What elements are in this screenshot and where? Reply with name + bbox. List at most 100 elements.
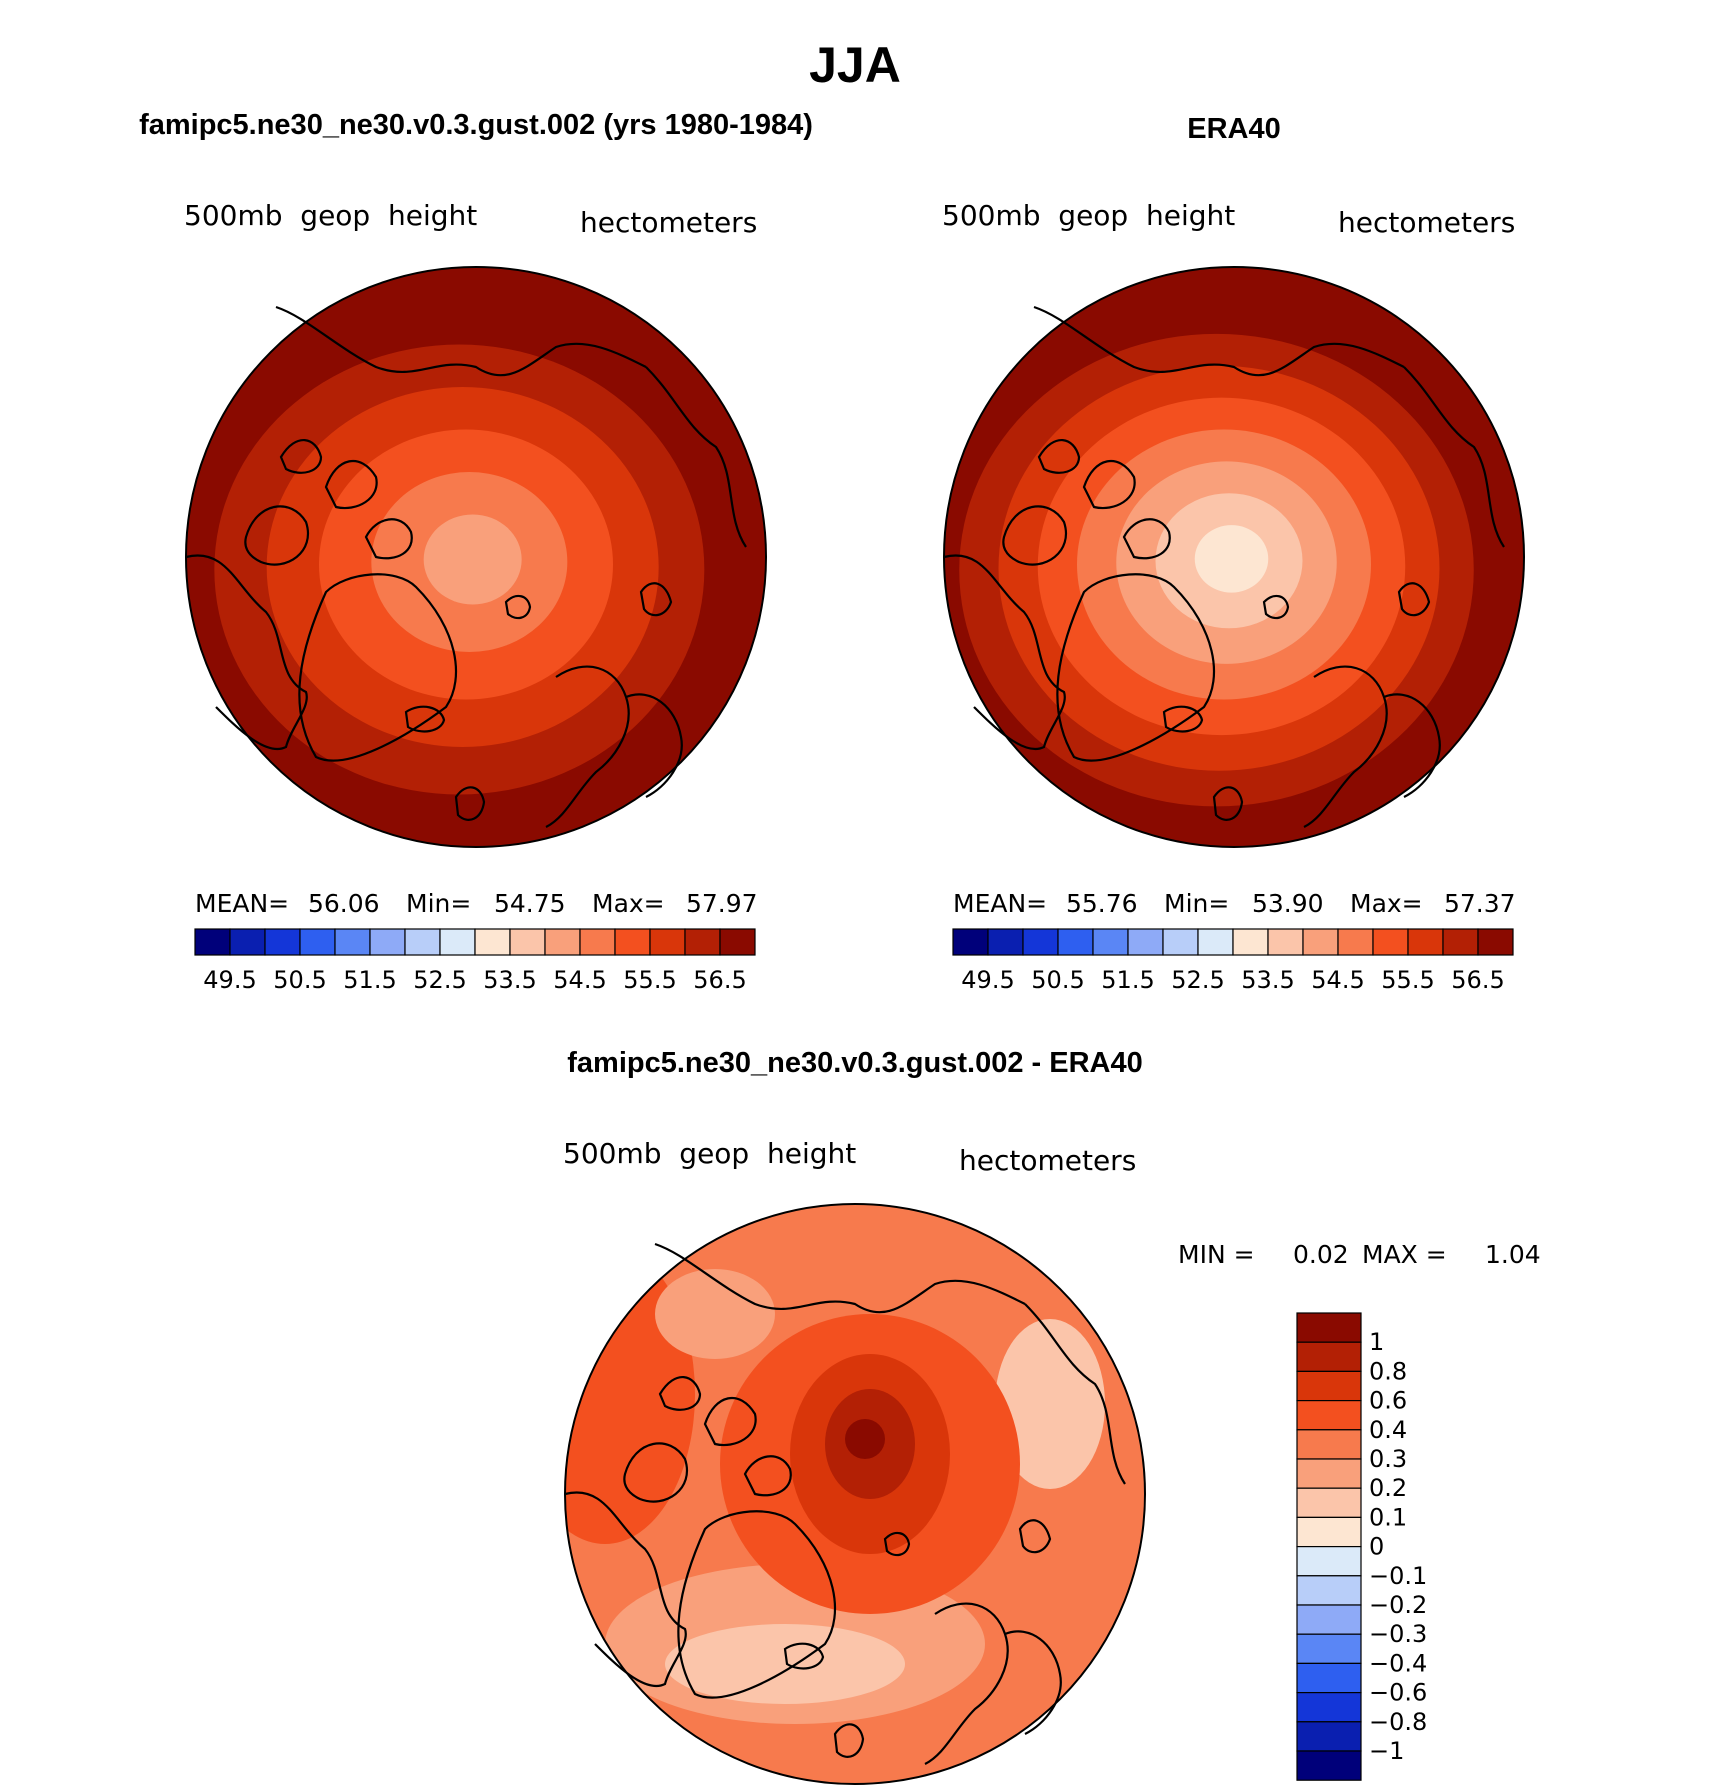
diff-colorbar-box [1296,1691,1362,1723]
diff-colorbar-label: −1 [1369,1737,1404,1765]
model-colorbar-label: 55.5 [623,966,676,994]
model-stats: MEAN= 56.06 Min= 54.75 Max= 57.97 [195,889,758,918]
obs-colorbar-label: 52.5 [1171,966,1224,994]
obs-max-label: Max= [1350,889,1423,918]
diff-colorbar-label: −0.3 [1369,1620,1427,1648]
diff-colorbar-box [1296,1662,1362,1694]
obs-colorbar-box [1057,928,1094,956]
model-colorbar-box [439,928,476,956]
model-colorbar-box [404,928,441,956]
diff-colorbar-box [1296,1458,1362,1489]
diff-max-label: MAX = [1362,1240,1447,1269]
diff-colorbar-box [1296,1545,1362,1577]
model-colorbar-box [264,928,301,956]
model-colorbar-label: 54.5 [553,966,606,994]
diff-max-value: 1.04 [1485,1240,1541,1269]
diff-variable-label: 500mb geop height [563,1137,856,1170]
diff-colorbar-box [1296,1399,1362,1431]
diff-colorbar-label: 0.1 [1369,1503,1407,1531]
diff-colorbar-label: −0.8 [1369,1708,1427,1736]
obs-colorbar-box [1162,928,1199,956]
diff-colorbar-label: 0.4 [1369,1416,1407,1444]
obs-colorbar-label: 51.5 [1101,966,1154,994]
diff-colorbar-box [1296,1750,1362,1781]
model-min-label: Min= [406,889,471,918]
model-colorbar-label: 50.5 [273,966,326,994]
model-colorbar-label: 49.5 [203,966,256,994]
diff-field-band [995,1319,1105,1489]
obs-colorbar-label: 55.5 [1381,966,1434,994]
diff-colorbar-label: 0.2 [1369,1474,1407,1502]
diff-colorbar-box [1296,1370,1362,1402]
obs-min-value: 53.90 [1252,889,1324,918]
obs-colorbar-box [1337,928,1374,956]
obs-variable-label: 500mb geop height [942,199,1235,232]
obs-colorbar-box [1477,928,1514,956]
diff-colorbar-label: 0.8 [1369,1357,1407,1385]
obs-colorbar-box [1127,928,1164,956]
diff-colorbar-box [1296,1312,1362,1343]
diff-colorbar-box [1296,1721,1362,1752]
diff-colorbar-box [1296,1575,1362,1606]
model-colorbar-box [649,928,686,956]
model-variable-label: 500mb geop height [184,199,477,232]
obs-min-label: Min= [1164,889,1229,918]
model-colorbar-box [719,928,756,956]
diff-colorbar-box [1296,1604,1362,1635]
diff-colorbar-label: 0 [1369,1533,1384,1561]
model-colorbar-label: 52.5 [413,966,466,994]
obs-colorbar-label: 49.5 [961,966,1014,994]
model-max-value: 57.97 [686,889,758,918]
obs-colorbar-box [1302,928,1339,956]
model-colorbar-box [509,928,546,956]
diff-field-band [665,1624,905,1704]
model-colorbar-box [299,928,336,956]
obs-colorbar-box [952,928,989,956]
obs-field-band [1194,525,1269,593]
model-max-label: Max= [592,889,665,918]
model-mean-label: MEAN= [195,889,289,918]
obs-mean-label: MEAN= [953,889,1047,918]
model-colorbar-label: 56.5 [693,966,746,994]
diff-units-label: hectometers [959,1144,1136,1177]
obs-colorbar-label: 54.5 [1311,966,1364,994]
model-field-band [423,514,522,605]
diff-min-value: 0.02 [1293,1240,1349,1269]
model-colorbar-label: 53.5 [483,966,536,994]
obs-mean-value: 55.76 [1066,889,1138,918]
main-title: JJA [809,37,901,93]
model-panel-title: famipc5.ne30_ne30.v0.3.gust.002 (yrs 198… [139,109,813,141]
obs-colorbar-box [1022,928,1059,956]
obs-colorbar: 49.5 50.5 51.5 52.5 53.5 54.5 55.5 56.5 [952,928,1514,994]
model-colorbar-box [474,928,511,956]
diff-colorbar-box [1296,1516,1362,1548]
diff-stats: MIN = 0.02 MAX = 1.04 [1178,1240,1541,1269]
diff-colorbar-label: −0.4 [1369,1649,1427,1677]
obs-colorbar-box [987,928,1024,956]
model-colorbar-label: 51.5 [343,966,396,994]
model-colorbar-box [684,928,721,956]
diff-field-band [655,1269,775,1359]
diff-colorbar-box [1296,1341,1362,1372]
diff-colorbar-box [1296,1487,1362,1518]
obs-colorbar-box [1372,928,1409,956]
obs-colorbar-label: 56.5 [1451,966,1504,994]
diff-colorbar-box [1296,1633,1362,1664]
diff-colorbar-label: −0.1 [1369,1562,1427,1590]
obs-panel-title: ERA40 [1187,113,1281,145]
obs-map [944,267,1524,847]
model-units-label: hectometers [580,206,757,239]
obs-colorbar-label: 53.5 [1241,966,1294,994]
diff-field-band [845,1419,885,1459]
diff-panel-title: famipc5.ne30_ne30.v0.3.gust.002 - ERA40 [567,1047,1142,1079]
model-colorbar-box [579,928,616,956]
model-colorbar-box [194,928,231,956]
diff-colorbar-label: −0.2 [1369,1591,1427,1619]
obs-max-value: 57.37 [1444,889,1516,918]
diff-colorbar-box [1296,1429,1362,1460]
diff-field-band [565,1244,695,1544]
obs-colorbar-box [1232,928,1269,956]
diff-colorbar-label: 1 [1369,1328,1384,1356]
obs-stats: MEAN= 55.76 Min= 53.90 Max= 57.37 [953,889,1516,918]
obs-colorbar-box [1197,928,1234,956]
